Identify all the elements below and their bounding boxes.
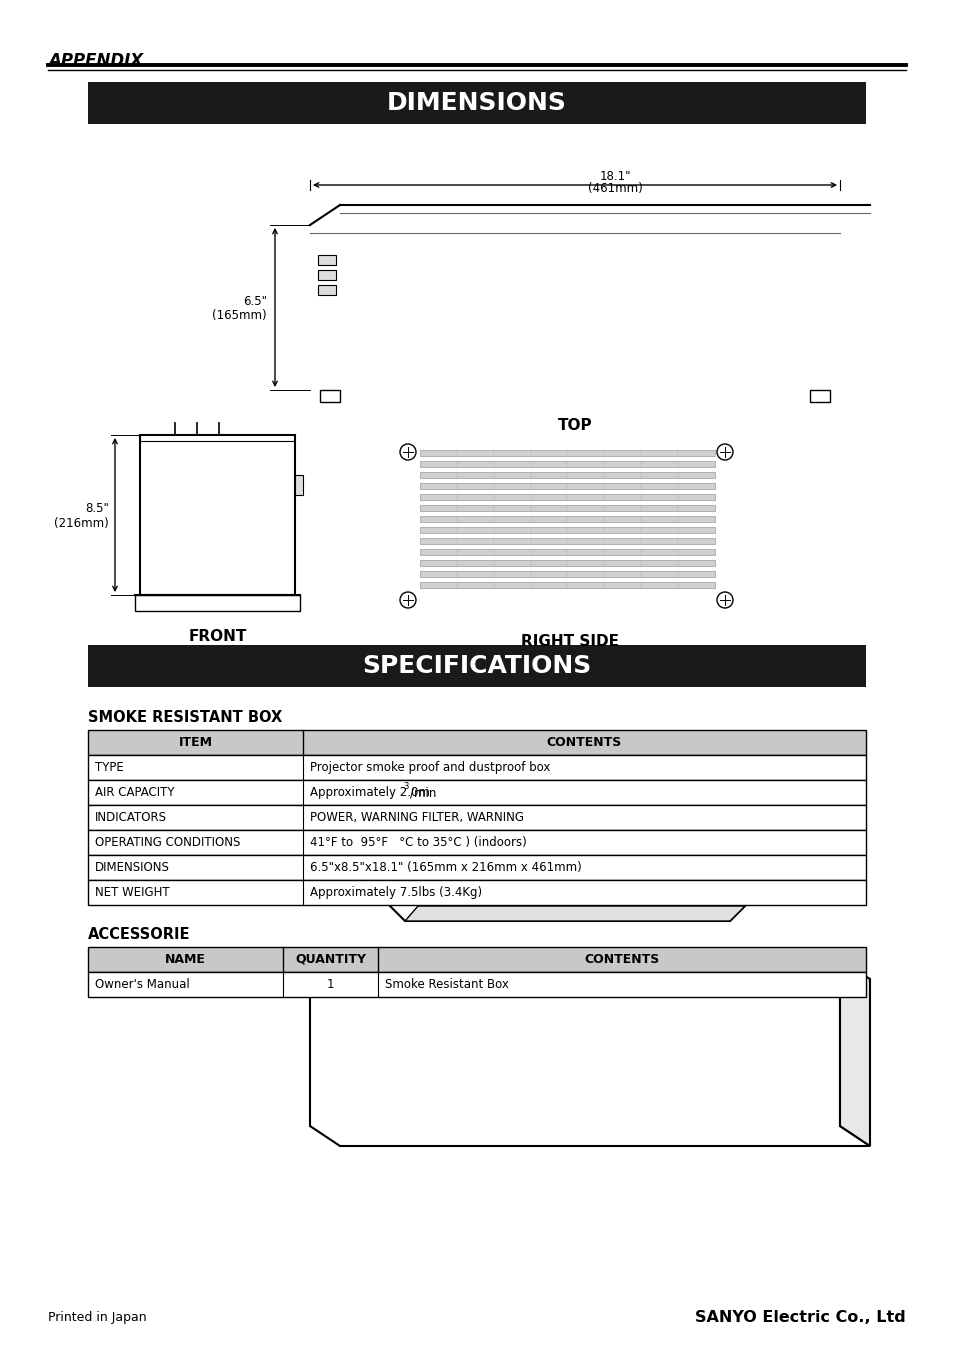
Text: Approximately 7.5lbs (3.4Kg): Approximately 7.5lbs (3.4Kg) (310, 886, 481, 898)
Text: FRONT: FRONT (188, 630, 247, 644)
Text: INDICATORS: INDICATORS (95, 811, 167, 824)
Bar (317, 285, 335, 295)
Bar (88, 880, 865, 905)
Text: 6.5": 6.5" (243, 295, 267, 308)
Bar (88, 830, 865, 855)
Bar (135, 594, 299, 611)
Bar (317, 270, 335, 280)
Bar (140, 435, 294, 594)
Text: 18.1": 18.1" (598, 170, 630, 182)
Text: SPECIFICATIONS: SPECIFICATIONS (362, 654, 591, 678)
Circle shape (717, 444, 732, 459)
Bar (419, 571, 714, 577)
Text: Smoke Resistant Box: Smoke Resistant Box (385, 978, 508, 992)
Text: Projector smoke proof and dustproof box: Projector smoke proof and dustproof box (310, 761, 550, 774)
Bar (88, 755, 865, 780)
Text: SMOKE RESISTANT BOX: SMOKE RESISTANT BOX (88, 711, 282, 725)
Text: 1: 1 (327, 978, 334, 992)
Text: TYPE: TYPE (95, 761, 124, 774)
Bar (419, 494, 714, 500)
Text: RIGHT SIDE: RIGHT SIDE (520, 634, 618, 648)
Bar (419, 527, 714, 534)
Text: AIR CAPACITY: AIR CAPACITY (95, 786, 174, 798)
Bar (88, 855, 865, 880)
Bar (419, 505, 714, 511)
Text: QUANTITY: QUANTITY (294, 952, 366, 966)
Bar (419, 538, 714, 544)
Text: CONTENTS: CONTENTS (546, 736, 621, 748)
Bar (419, 582, 714, 588)
Bar (88, 644, 865, 688)
Text: OPERATING CONDITIONS: OPERATING CONDITIONS (95, 836, 240, 848)
Text: Printed in Japan: Printed in Japan (48, 1312, 147, 1324)
Bar (88, 971, 865, 997)
Text: NAME: NAME (165, 952, 206, 966)
Text: 3: 3 (403, 782, 409, 790)
Polygon shape (390, 736, 744, 921)
Text: 41°F to  95°F   °C to 35°C ) (indoors): 41°F to 95°F °C to 35°C ) (indoors) (310, 836, 526, 848)
Text: TOP: TOP (558, 417, 592, 434)
Text: NET WEIGHT: NET WEIGHT (95, 886, 170, 898)
Circle shape (717, 592, 732, 608)
Polygon shape (840, 961, 869, 1146)
Bar (88, 780, 865, 805)
Bar (88, 730, 865, 755)
Circle shape (399, 592, 416, 608)
Bar (419, 471, 714, 478)
Text: 8.5": 8.5" (85, 503, 109, 516)
Bar (419, 484, 714, 489)
Text: /min: /min (409, 786, 436, 798)
Text: Approximately 2.0m: Approximately 2.0m (310, 786, 430, 798)
Text: DIMENSIONS: DIMENSIONS (387, 91, 566, 115)
Text: CONTENTS: CONTENTS (584, 952, 659, 966)
Text: (216mm): (216mm) (54, 516, 109, 530)
Bar (809, 390, 829, 403)
Bar (419, 549, 714, 555)
Bar (294, 476, 303, 494)
Text: (165mm): (165mm) (213, 309, 267, 322)
Bar (419, 561, 714, 566)
Text: ACCESSORIE: ACCESSORIE (88, 927, 191, 942)
Text: DIMENSIONS: DIMENSIONS (95, 861, 170, 874)
Polygon shape (310, 961, 869, 1146)
Bar (88, 805, 865, 830)
Text: (461mm): (461mm) (587, 182, 641, 195)
Bar (317, 255, 335, 265)
Bar (319, 390, 339, 403)
Text: APPENDIX: APPENDIX (48, 51, 143, 70)
Bar (419, 450, 714, 457)
Bar (88, 82, 865, 124)
Text: Owner's Manual: Owner's Manual (95, 978, 190, 992)
Polygon shape (405, 907, 744, 921)
Bar (419, 461, 714, 467)
Text: SANYO Electric Co., Ltd: SANYO Electric Co., Ltd (695, 1310, 905, 1325)
Text: 6.5"x8.5"x18.1" (165mm x 216mm x 461mm): 6.5"x8.5"x18.1" (165mm x 216mm x 461mm) (310, 861, 581, 874)
Circle shape (399, 444, 416, 459)
Bar (419, 516, 714, 521)
Bar (88, 947, 865, 971)
Text: ITEM: ITEM (178, 736, 213, 748)
Text: POWER, WARNING FILTER, WARNING: POWER, WARNING FILTER, WARNING (310, 811, 523, 824)
